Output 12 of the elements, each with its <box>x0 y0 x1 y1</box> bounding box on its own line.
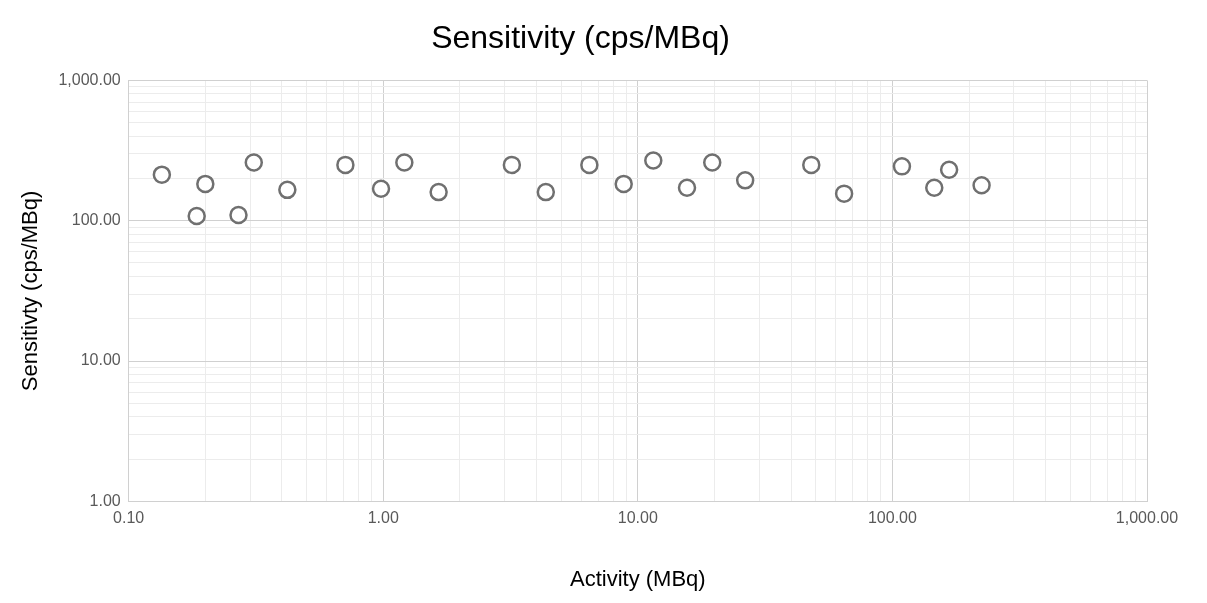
y-tick-label: 1.00 <box>89 491 121 509</box>
chart-title: Sensitivity (cps/MBq) <box>431 19 730 56</box>
y-tick-label: 10.00 <box>80 351 121 369</box>
y-tick-label: 1,000.00 <box>58 70 121 88</box>
x-axis-title: Activity (MBq) <box>570 565 706 591</box>
x-tick-label: 1.00 <box>367 509 399 527</box>
x-tick-label: 0.10 <box>113 509 145 527</box>
x-tick-label: 100.00 <box>867 509 917 527</box>
y-tick-label: 100.00 <box>71 211 121 229</box>
y-axis-title: Sensitivty (cps/MBq) <box>17 190 43 392</box>
x-tick-label: 1,000.00 <box>1115 509 1179 527</box>
x-tick-label: 10.00 <box>617 509 658 527</box>
